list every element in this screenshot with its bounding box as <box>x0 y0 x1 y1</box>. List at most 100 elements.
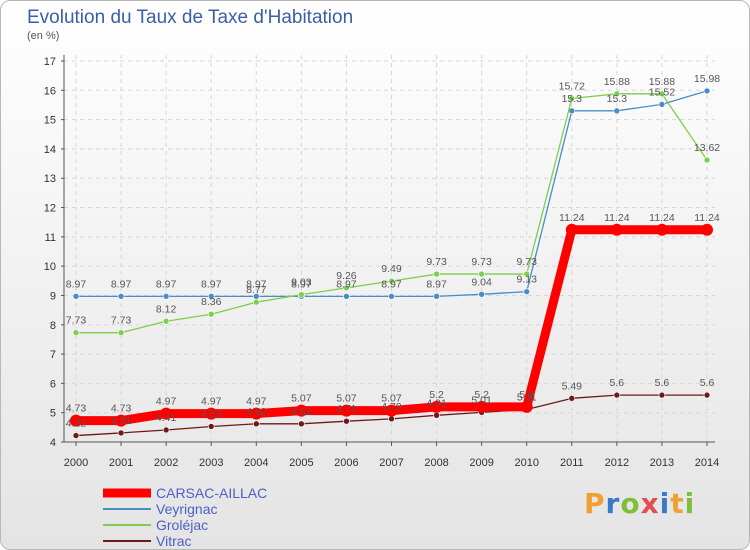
data-point <box>117 293 125 300</box>
x-tick-label: 2008 <box>424 457 448 469</box>
y-tick-label: 10 <box>44 261 56 273</box>
legend-entry: CARSAC-AILLAC <box>156 485 267 501</box>
logo-letter: o <box>620 487 641 520</box>
x-tick-label: 2004 <box>244 457 268 469</box>
data-label: 4.62 <box>291 406 312 418</box>
data-point <box>340 404 353 417</box>
data-point <box>475 400 488 413</box>
data-point <box>388 277 395 285</box>
data-label: 13.62 <box>694 142 720 154</box>
logo-letter: t <box>670 487 685 520</box>
data-point <box>613 107 621 115</box>
data-label: 4.71 <box>336 403 357 415</box>
y-tick-label: 8 <box>50 320 56 332</box>
data-point <box>478 290 485 298</box>
data-point <box>478 270 485 278</box>
data-point <box>520 400 533 413</box>
data-point <box>207 293 215 300</box>
data-label: 5.01 <box>471 394 492 406</box>
data-point <box>343 417 350 425</box>
data-label: 4.97 <box>156 396 177 408</box>
data-label: 8.97 <box>381 278 402 290</box>
data-point <box>613 391 621 399</box>
data-point <box>70 414 82 427</box>
data-point <box>250 407 263 420</box>
y-tick-label: 5 <box>50 408 56 420</box>
data-label: 5.49 <box>562 380 583 392</box>
data-label: 15.88 <box>604 76 630 88</box>
x-tick-label: 2001 <box>109 457 133 469</box>
grid <box>64 55 715 443</box>
data-point <box>252 298 260 306</box>
data-label: 8.97 <box>201 278 222 290</box>
data-label: 7.73 <box>66 315 87 327</box>
y-tick-label: 6 <box>50 378 56 390</box>
data-label: 4.62 <box>246 406 267 418</box>
data-point <box>523 270 531 278</box>
data-point <box>162 293 170 300</box>
data-point <box>568 95 576 102</box>
data-label: 15.98 <box>694 73 720 85</box>
data-label: 15.3 <box>607 93 628 105</box>
data-point <box>298 420 305 428</box>
data-point <box>430 400 443 413</box>
data-point <box>72 293 80 300</box>
data-label: 5.07 <box>336 393 357 405</box>
data-point <box>658 391 666 399</box>
logo-letter: i <box>659 487 671 520</box>
data-label: 4.22 <box>66 418 87 430</box>
data-label: 8.97 <box>336 278 357 290</box>
data-point <box>207 423 215 430</box>
logo-letter: P <box>584 487 606 520</box>
data-point <box>701 223 713 236</box>
data-label: 8.12 <box>156 303 177 315</box>
chart-title: Evolution du Taux de Taxe d'Habitation <box>27 7 354 28</box>
data-label: 8.97 <box>111 278 132 290</box>
data-point <box>703 87 711 95</box>
data-point <box>117 429 125 437</box>
data-point <box>655 223 668 236</box>
data-label: 4.97 <box>246 396 267 408</box>
legend-entry: Vitrac <box>156 533 192 549</box>
data-point <box>205 407 218 420</box>
data-label: 9.26 <box>336 270 357 282</box>
data-label: 11.24 <box>694 212 720 224</box>
data-point <box>388 415 395 423</box>
data-label: 5.2 <box>474 389 489 401</box>
chart-subtitle: (en %) <box>27 30 60 42</box>
data-label: 11.24 <box>604 212 630 224</box>
data-point <box>115 414 128 427</box>
data-point <box>343 293 350 300</box>
data-label: 4.31 <box>111 415 132 427</box>
data-label: 8.97 <box>291 278 312 290</box>
data-point <box>610 223 623 236</box>
data-label: 5.07 <box>291 393 312 405</box>
data-label: 15.72 <box>559 81 585 93</box>
data-point <box>252 420 260 428</box>
data-point <box>433 412 440 419</box>
data-point <box>658 101 666 108</box>
data-label: 9.73 <box>471 256 492 268</box>
data-label: 4.97 <box>201 396 222 408</box>
data-label: 5.11 <box>517 391 537 403</box>
data-label: 9.73 <box>516 256 537 268</box>
proxiti-logo: Proxiti <box>584 487 695 520</box>
data-point <box>72 329 80 336</box>
data-point <box>703 391 711 399</box>
x-tick-label: 2002 <box>154 457 178 469</box>
axes: 4 5 6 7 8 9 10 11 12 13 14 15 16 17 2000 2001 2002 2003 20… <box>44 55 719 469</box>
data-point <box>433 270 440 278</box>
y-tick-label: 17 <box>44 56 56 68</box>
data-point <box>523 288 531 295</box>
data-label: 8.97 <box>66 278 87 290</box>
data-point <box>298 291 305 298</box>
x-tick-label: 2009 <box>469 457 493 469</box>
data-labels: 8.97 8.97 8.97 8.97 8.97 8.97 8.97 8.97 8.97 9.04… <box>66 73 721 430</box>
x-tick-label: 2010 <box>514 457 538 469</box>
data-point <box>343 284 350 292</box>
data-label: 9.73 <box>426 256 447 268</box>
data-point <box>658 90 666 98</box>
x-tick-label: 2003 <box>199 457 223 469</box>
data-label: 9.04 <box>471 276 492 288</box>
